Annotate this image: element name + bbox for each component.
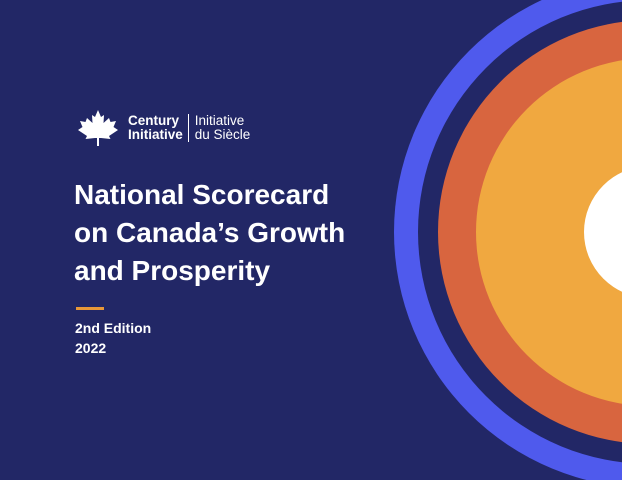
brand-fr-line1: Initiative	[194, 113, 245, 128]
edition-info: 2nd Edition 2022	[75, 318, 151, 358]
brand-en-line1: Century	[128, 113, 180, 128]
report-title: National Scorecard on Canada’s Growth an…	[74, 176, 404, 290]
ring-center-white	[584, 172, 622, 292]
accent-rule	[76, 307, 104, 310]
title-line2: on Canada’s Growth	[74, 217, 346, 248]
title-line1: National Scorecard	[74, 179, 330, 210]
brand-en-line2: Initiative	[128, 127, 183, 142]
century-initiative-logo: Century Initiative Initiative du Siècle	[76, 108, 250, 148]
brand-divider	[187, 114, 189, 142]
edition-label: 2nd Edition	[75, 320, 152, 336]
brand-fr-line2: du Siècle	[194, 127, 251, 142]
brand-name-french: Initiative du Siècle	[195, 114, 251, 142]
title-line3: and Prosperity	[74, 255, 271, 286]
maple-leaf-icon	[78, 110, 118, 146]
edition-year: 2022	[75, 340, 107, 356]
ring-inner-amber	[476, 60, 622, 404]
brand-name-english: Century Initiative	[128, 114, 183, 142]
